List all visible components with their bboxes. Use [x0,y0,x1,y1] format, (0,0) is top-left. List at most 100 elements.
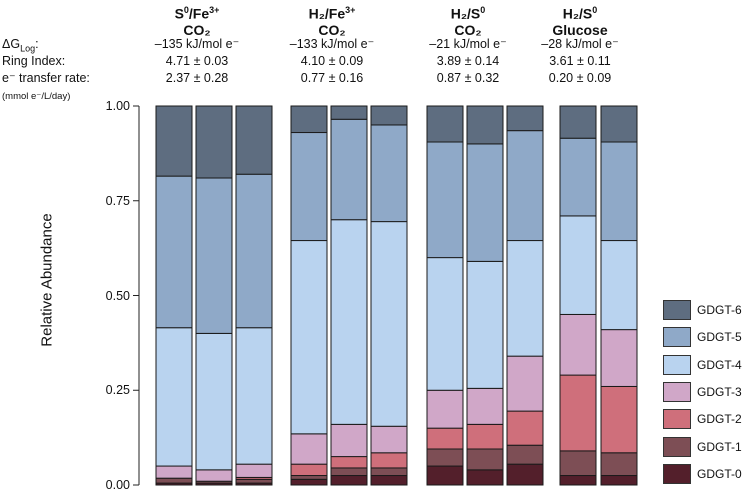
condition-title-line1: S0/Fe3+ [142,2,252,22]
legend-swatch [663,436,691,457]
bar-segment-gdgt-5 [600,141,638,242]
bar-segment-gdgt-4 [290,240,328,435]
bar-segment-gdgt-4 [370,221,408,427]
y-tick-label: 0.00 [105,478,130,492]
condition-title-line1: H₂/S0 [525,2,635,22]
bar-segment-gdgt-6 [600,105,638,143]
bar-segment-gdgt-0 [426,465,464,486]
transfer-rate-units: (mmol e⁻/L/day) [2,91,71,102]
legend-label: GDGT-1 [697,439,742,454]
bar-segment-gdgt-5 [370,124,408,223]
bar-segment-gdgt-1 [370,467,408,477]
y-axis [133,105,140,486]
y-tick-label: 1.00 [105,99,130,113]
legend-swatch [663,409,691,430]
title-mid: /S [467,5,481,22]
bar-segment-gdgt-5 [195,177,233,334]
bar-segment-gdgt-1 [506,444,544,465]
condition-delta-g: –28 kJ/mol e⁻ [541,37,619,51]
bar-segment-gdgt-3 [370,425,408,454]
title-sup: 0 [480,5,486,15]
legend-label: GDGT-6 [697,303,742,317]
legend-item: GDGT-2 [663,409,742,430]
bars-layer [155,105,638,486]
bar-segment-gdgt-3 [330,423,368,458]
delta-g-main: ΔG [2,37,21,51]
bar-segment-gdgt-1 [559,450,597,477]
y-axis-label: Relative Abundance [38,213,56,347]
condition-transfer-rate: 0.20 ± 0.09 [548,71,612,85]
bar-segment-gdgt-4 [426,257,464,391]
bar-segment-gdgt-3 [195,469,233,482]
bar-segment-gdgt-1 [290,475,328,480]
condition-delta-g: –21 kJ/mol e⁻ [429,37,507,51]
title-sup: ₂ [318,5,325,22]
bar-segment-gdgt-4 [155,327,193,467]
bar-segment-gdgt-6 [506,105,544,132]
condition-title-line1: H₂/Fe3+ [277,2,387,22]
bar-segment-gdgt-2 [600,385,638,454]
condition-title: S0/Fe3+ CO₂ [142,2,252,38]
title-base: S [174,5,184,22]
bar-segment-gdgt-4 [559,215,597,315]
bar-segment-gdgt-3 [426,389,464,429]
bar-segment-gdgt-4 [235,327,273,465]
condition-ring-index: 4.71 ± 0.03 [165,54,229,68]
condition-transfer-rate: 0.77 ± 0.16 [300,71,364,85]
title-mid: /Fe [188,5,210,22]
title-sup: 0 [592,5,598,15]
title-sup: ₂ [460,5,468,22]
bar-segment-gdgt-5 [426,141,464,259]
delta-g-tail: : [35,37,39,51]
bar-segment-gdgt-6 [155,105,193,177]
bar-segment-gdgt-2 [290,463,328,477]
legend-item: GDGT-4 [663,354,742,375]
legend-label: GDGT-5 [697,330,742,345]
bar-segment-gdgt-3 [290,433,328,465]
bar-segment-gdgt-6 [195,105,233,179]
condition-delta-g: –135 kJ/mol e⁻ [154,37,240,51]
bar-segment-gdgt-2 [559,374,597,452]
bar-segment-gdgt-4 [466,260,504,389]
title-sup: ₂ [572,5,580,22]
legend-swatch [663,354,691,375]
legend-swatch [663,381,691,402]
bar-segment-gdgt-5 [466,143,504,262]
title-sup: 3+ [209,5,220,15]
bar-segment-gdgt-5 [559,137,597,217]
legend-swatch [663,463,691,484]
legend-swatch [663,327,691,348]
delta-g-sub: Log [20,43,36,54]
bar-segment-gdgt-3 [466,387,504,425]
condition-title: H₂/Fe3+ CO₂ [277,2,387,38]
y-tick-label: 0.25 [105,383,130,398]
bar-segment-gdgt-1 [330,467,368,477]
bar-segment-gdgt-1 [235,478,273,484]
bar-segment-gdgt-6 [559,105,597,139]
legend-item: GDGT-1 [663,436,742,457]
bar-segment-gdgt-2 [426,427,464,450]
bar-segment-gdgt-5 [235,173,273,329]
bar-segment-gdgt-3 [235,463,273,478]
bar-segment-gdgt-4 [600,240,638,331]
bar-segment-gdgt-3 [600,329,638,387]
condition-title-line2: Glucose [552,21,608,38]
condition-title-line2: CO₂ [318,21,346,38]
bar-segment-gdgt-0 [559,475,597,486]
bar-segment-gdgt-1 [426,448,464,467]
bar-segment-gdgt-0 [600,475,638,486]
bar-segment-gdgt-2 [466,423,504,450]
y-tick-label: 0.50 [105,288,130,303]
bar-segment-gdgt-5 [330,118,368,221]
bar-segment-gdgt-0 [370,475,408,486]
bar-segment-gdgt-2 [370,452,408,469]
bar-segment-gdgt-5 [290,132,328,242]
legend-item: GDGT-6 [663,300,742,320]
legend-item: GDGT-3 [663,381,742,402]
bar-segment-gdgt-3 [155,465,193,479]
condition-ring-index: 4.10 ± 0.09 [300,54,364,68]
bar-segment-gdgt-3 [506,355,544,412]
bar-segment-gdgt-0 [466,469,504,486]
condition-transfer-rate: 0.87 ± 0.32 [436,71,500,85]
